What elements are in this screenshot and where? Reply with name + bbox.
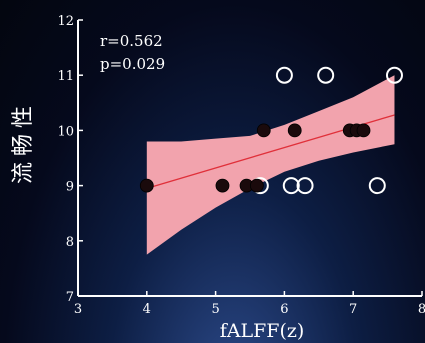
filled-data-point bbox=[356, 123, 371, 138]
x-axis-title: fALFF(z) bbox=[220, 320, 305, 342]
y-tick-label: 7 bbox=[66, 290, 74, 305]
correlation-r-label: r=0.562 bbox=[100, 32, 163, 50]
x-tick-label: 7 bbox=[349, 302, 357, 317]
hollow-data-point bbox=[317, 66, 335, 84]
y-tick-label: 9 bbox=[66, 180, 74, 195]
x-tick-label: 8 bbox=[418, 302, 425, 317]
y-tick-label: 12 bbox=[57, 14, 74, 29]
x-tick-label: 5 bbox=[211, 302, 219, 317]
hollow-data-point bbox=[368, 177, 386, 195]
axes bbox=[77, 20, 422, 297]
y-axis-title-text: 流畅性 bbox=[11, 100, 36, 184]
x-tick-label: 6 bbox=[280, 302, 288, 317]
filled-data-point bbox=[249, 178, 264, 193]
confidence-band bbox=[146, 75, 395, 255]
y-axis-title: 流畅性 bbox=[11, 100, 36, 184]
y-tick-label: 10 bbox=[57, 124, 74, 139]
correlation-p-label: p=0.029 bbox=[100, 55, 165, 73]
ticks: 3 4 5 6 7 8 7 8 9 10 11 12 bbox=[57, 14, 425, 317]
hollow-data-point bbox=[296, 177, 314, 195]
data-points bbox=[139, 66, 403, 195]
filled-data-point bbox=[256, 123, 271, 138]
y-tick-label: 11 bbox=[57, 69, 74, 84]
hollow-data-point bbox=[282, 177, 300, 195]
confidence-band-layer bbox=[146, 75, 395, 255]
filled-data-point bbox=[215, 178, 230, 193]
hollow-data-point bbox=[275, 66, 293, 84]
filled-data-point bbox=[287, 123, 302, 138]
x-tick-label: 3 bbox=[74, 302, 82, 317]
y-tick-label: 8 bbox=[66, 235, 74, 250]
x-tick-label: 4 bbox=[143, 302, 151, 317]
filled-data-point bbox=[139, 178, 154, 193]
hollow-data-point bbox=[385, 66, 403, 84]
